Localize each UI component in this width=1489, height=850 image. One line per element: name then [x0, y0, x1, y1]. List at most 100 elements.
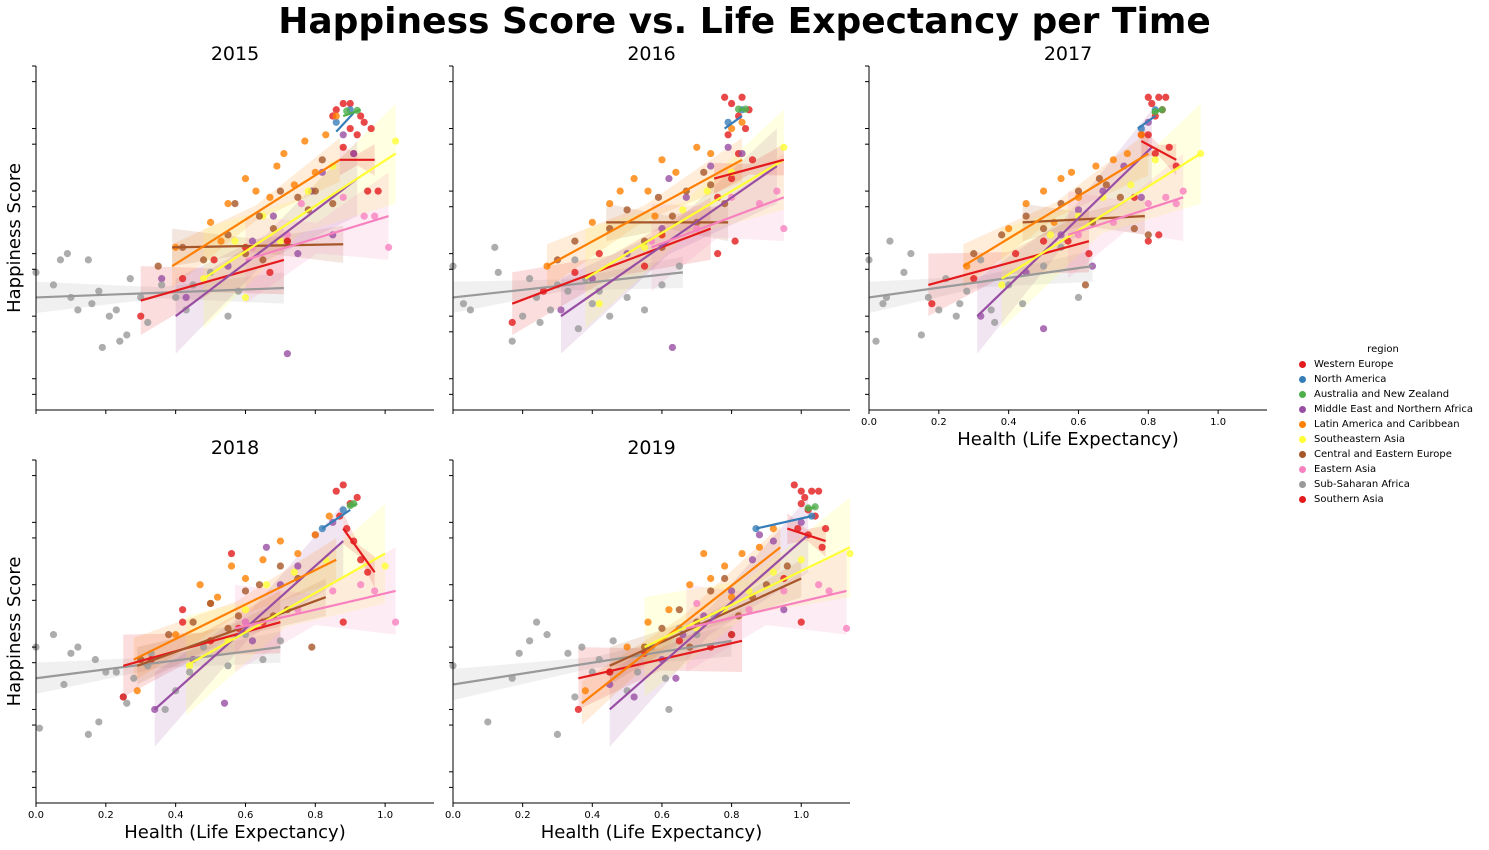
data-point: [353, 493, 361, 502]
data-point: [665, 705, 673, 714]
data-point: [672, 674, 680, 682]
data-point: [126, 275, 134, 283]
data-point: [1179, 187, 1187, 195]
data-point: [339, 481, 347, 489]
data-point: [84, 730, 92, 739]
data-point: [595, 250, 603, 258]
data-point: [322, 131, 330, 139]
data-point: [339, 99, 347, 108]
data-point: [1151, 156, 1159, 164]
data-point: [266, 268, 274, 276]
data-point: [252, 187, 260, 195]
data-point: [280, 149, 288, 158]
data-point: [1022, 212, 1030, 220]
legend-marker: [1299, 406, 1306, 413]
data-point: [738, 118, 746, 126]
data-point: [325, 512, 333, 520]
data-point: [738, 149, 746, 158]
data-point: [721, 93, 729, 101]
data-point: [88, 300, 96, 308]
data-point: [668, 343, 676, 352]
data-point: [161, 705, 169, 714]
data-point: [686, 581, 694, 589]
data-point: [364, 568, 372, 576]
facet-title: 2016: [627, 43, 675, 65]
legend-label: Sub-Saharan Africa: [1314, 479, 1410, 490]
data-point: [269, 212, 278, 220]
data-point: [519, 312, 527, 320]
x-tick-label: 1.0: [793, 810, 809, 821]
data-point: [119, 693, 127, 701]
data-point: [654, 193, 663, 201]
data-point: [675, 262, 683, 270]
data-point: [241, 606, 250, 614]
data-point: [640, 262, 649, 270]
data-point: [1074, 293, 1083, 302]
data-point: [123, 331, 131, 339]
data-point: [738, 549, 746, 558]
y-axis-label: Happiness Score: [4, 163, 25, 313]
facet-title: 2015: [211, 43, 259, 65]
data-point: [640, 306, 649, 314]
regression-line: [868, 265, 1093, 299]
data-point: [1123, 149, 1131, 158]
data-point: [1127, 181, 1135, 189]
legend-marker: [1299, 391, 1306, 398]
data-point: [780, 143, 788, 151]
data-point: [199, 643, 208, 651]
data-point: [276, 187, 284, 195]
data-point: [1165, 143, 1173, 151]
x-tick-label: 1.0: [1210, 417, 1226, 428]
data-point: [658, 281, 666, 289]
legend-marker: [1299, 361, 1306, 368]
data-point: [266, 193, 274, 201]
data-point: [675, 637, 683, 645]
regression-line: [584, 158, 785, 280]
legend-entry: Southeastern Asia: [1293, 432, 1483, 447]
data-point: [846, 549, 854, 558]
legend-label: Western Europe: [1314, 359, 1394, 370]
data-point: [703, 187, 711, 195]
data-point: [532, 618, 541, 626]
legend-entry: Middle East and Northern Africa: [1293, 402, 1483, 417]
data-point: [557, 306, 565, 314]
data-point: [259, 256, 267, 264]
data-point: [206, 218, 215, 226]
data-point: [564, 287, 572, 295]
regression-line: [786, 527, 826, 543]
data-point: [658, 225, 666, 233]
regression-line: [342, 108, 362, 118]
data-point: [588, 275, 596, 283]
data-point: [693, 631, 701, 639]
data-point: [672, 168, 680, 176]
x-tick-label: 0.2: [931, 417, 947, 428]
data-point: [1102, 181, 1111, 189]
data-point: [623, 643, 631, 651]
data-point: [241, 293, 250, 302]
data-point: [935, 306, 943, 314]
data-point: [872, 337, 880, 345]
data-point: [783, 562, 791, 570]
data-point: [780, 225, 788, 233]
data-point: [727, 99, 736, 108]
legend-marker: [1299, 481, 1306, 488]
regression-line: [174, 177, 358, 318]
legend-title: region: [1367, 344, 1399, 355]
regression-line: [342, 527, 376, 573]
x-tick-label: 0.4: [584, 810, 600, 821]
data-point: [357, 112, 365, 120]
data-point: [224, 200, 232, 208]
data-point: [227, 562, 236, 570]
data-point: [1137, 193, 1145, 201]
data-point: [543, 631, 551, 639]
data-point: [658, 624, 666, 632]
facet-title: 2017: [1044, 43, 1092, 65]
x-axis-label: Health (Life Expectancy): [541, 822, 763, 843]
data-point: [700, 549, 708, 558]
regression-line: [1151, 108, 1163, 114]
data-point: [644, 618, 652, 626]
x-tick-label: 0.0: [861, 417, 877, 428]
facet-2018: 2018 0.0 0.2 0.4 0.6 0.8 1.0 Health (Life Expec…: [4, 437, 434, 843]
data-point: [1109, 156, 1117, 164]
